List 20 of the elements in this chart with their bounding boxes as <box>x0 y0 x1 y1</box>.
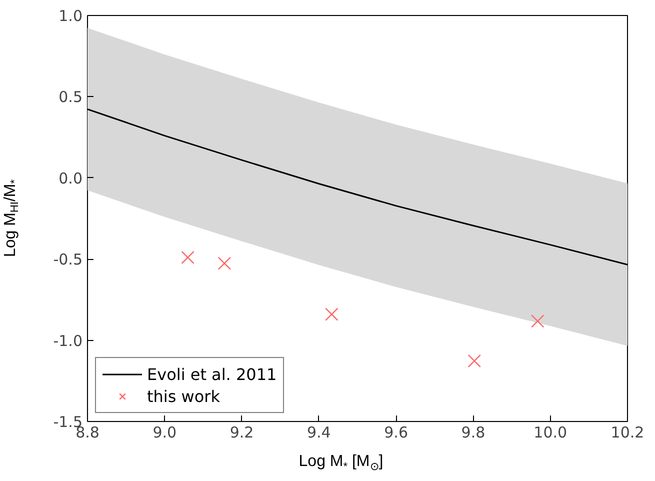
x-tick-label: 9.0 <box>152 424 177 442</box>
point <box>468 354 481 368</box>
legend-label: Evoli et al. 2011 <box>147 364 277 384</box>
point <box>218 256 232 270</box>
x-tick-label: 9.4 <box>307 424 331 442</box>
x-tick-label: 9.2 <box>230 424 254 442</box>
point <box>181 250 194 264</box>
point <box>531 314 544 328</box>
y-tick-label: 0.0 <box>58 169 83 188</box>
y-tick-label: -1.0 <box>53 332 83 350</box>
x-axis-title: Log M$_{*}$ [M$_{⊙}$] <box>298 452 384 476</box>
legend-label: this work <box>147 386 220 406</box>
y-tick-label: 1.0 <box>58 7 83 25</box>
y-tick-label: 0.5 <box>58 88 83 106</box>
x-tick-label: 9.8 <box>461 424 486 442</box>
x-tick-label: 9.6 <box>384 424 408 442</box>
y-tick-label: -0.5 <box>53 250 83 269</box>
x-tick-label: 10.0 <box>534 424 568 442</box>
point <box>325 308 338 321</box>
x-tick-label: 10.2 <box>610 424 644 442</box>
